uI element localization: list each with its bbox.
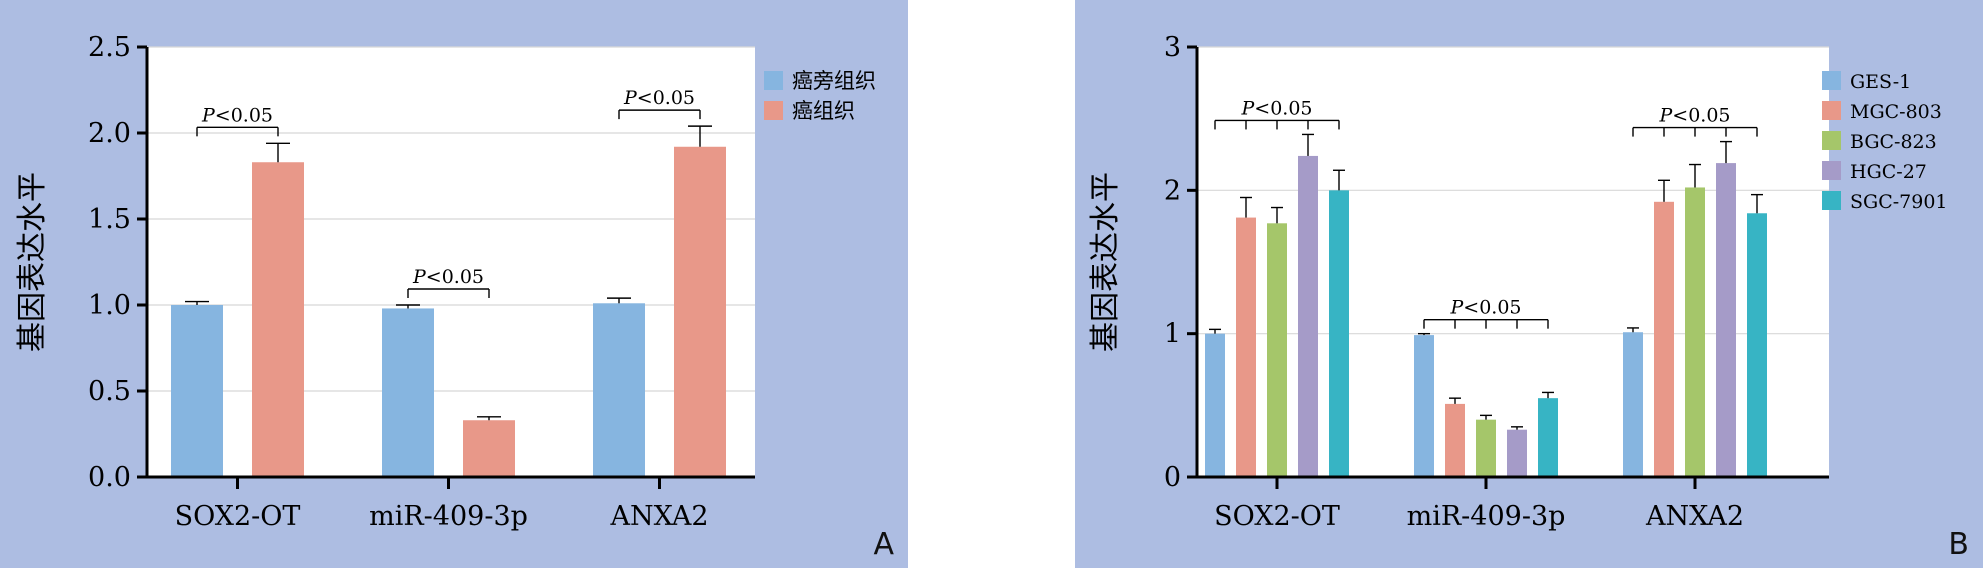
chart-a-svg: P<0.05 SOX2-OT P<0.05 miR-409-3p P<0.05 ANXA2… <box>15 32 876 532</box>
bar <box>1623 332 1643 477</box>
y-axis-label: 基因表达水平 <box>1088 172 1123 352</box>
bar <box>1414 335 1434 477</box>
bar <box>1445 403 1465 477</box>
legend-label: 癌组织 <box>792 99 855 123</box>
chart-panel-b: P<0.05 SOX2-OT P<0.05 miR-409-3p P<0.05 ANXA2… <box>1075 0 1983 568</box>
bar <box>171 305 223 477</box>
p-value-label: P<0.05 <box>623 87 695 109</box>
bar <box>674 146 726 477</box>
legend-label: MGC-803 <box>1850 101 1942 123</box>
bar <box>1507 429 1527 477</box>
y-tick-label: 1.5 <box>88 204 131 235</box>
y-axis-label: 基因表达水平 <box>15 172 50 352</box>
bar <box>1298 155 1318 477</box>
panel-label-b: B <box>1948 527 1969 562</box>
p-value-label: P<0.05 <box>412 266 484 288</box>
x-tick-label: SOX2-OT <box>175 501 301 532</box>
y-tick-label: 1.0 <box>88 290 131 321</box>
panel-label-a: A <box>873 527 894 562</box>
bar <box>1329 190 1349 478</box>
x-tick-label: SOX2-OT <box>1214 501 1340 532</box>
x-tick-label: ANXA2 <box>1645 501 1744 532</box>
legend-label: GES-1 <box>1850 71 1911 93</box>
legend-label: BGC-823 <box>1850 131 1937 153</box>
bar <box>463 420 515 477</box>
y-tick-label: 2.0 <box>88 118 131 149</box>
x-tick-label: miR-409-3p <box>369 501 528 532</box>
p-value-label: P<0.05 <box>201 104 273 126</box>
legend-label: SGC-7901 <box>1850 191 1948 213</box>
x-tick-label: miR-409-3p <box>1407 501 1566 532</box>
legend-label: HGC-27 <box>1850 161 1927 183</box>
bar <box>1267 223 1287 477</box>
bar <box>1538 398 1558 477</box>
bar <box>593 303 645 477</box>
legend-label: 癌旁组织 <box>792 69 876 93</box>
p-value-label: P<0.05 <box>1658 105 1730 127</box>
p-value-label: P<0.05 <box>1240 97 1312 119</box>
legend-swatch <box>1822 101 1841 120</box>
plot-area <box>147 47 755 477</box>
y-tick-label: 2 <box>1164 175 1181 206</box>
bar <box>1476 419 1496 477</box>
y-tick-label: 0 <box>1164 462 1181 493</box>
legend-swatch <box>1822 131 1841 150</box>
legend-swatch <box>1822 191 1841 210</box>
p-value-label: P<0.05 <box>1449 297 1521 319</box>
y-tick-label: 2.5 <box>88 32 131 63</box>
bar <box>1747 213 1767 477</box>
y-tick-label: 0.0 <box>88 462 131 493</box>
legend-swatch <box>1822 71 1841 90</box>
bar <box>1685 187 1705 477</box>
bar <box>1654 201 1674 478</box>
y-tick-label: 1 <box>1164 319 1181 350</box>
x-tick-label: ANXA2 <box>609 501 708 532</box>
y-tick-label: 0.5 <box>88 376 131 407</box>
bar <box>1716 163 1736 477</box>
legend-swatch <box>764 71 783 90</box>
bar <box>1205 333 1225 477</box>
legend-swatch <box>764 101 783 120</box>
chart-b-svg: P<0.05 SOX2-OT P<0.05 miR-409-3p P<0.05 ANXA2… <box>1088 32 1948 532</box>
bar <box>252 162 304 478</box>
y-tick-label: 3 <box>1164 32 1181 63</box>
chart-panel-a: P<0.05 SOX2-OT P<0.05 miR-409-3p P<0.05 ANXA2… <box>0 0 908 568</box>
bar <box>1236 217 1256 478</box>
bar <box>382 308 434 477</box>
legend-swatch <box>1822 161 1841 180</box>
